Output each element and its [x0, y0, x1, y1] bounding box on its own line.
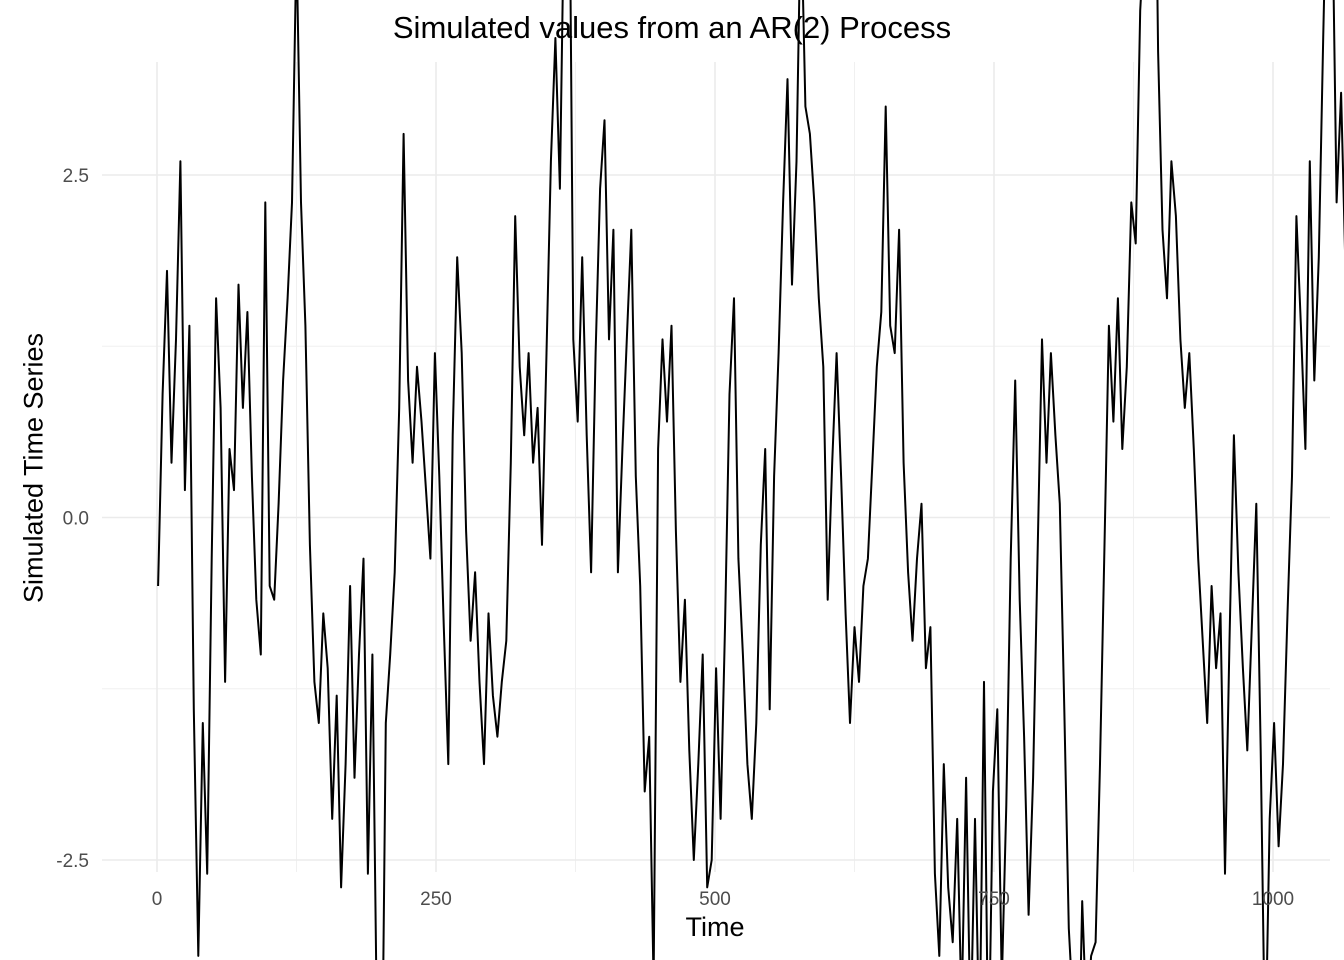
- minor-gridlines: [102, 62, 1330, 872]
- major-gridlines: [102, 62, 1330, 872]
- y-tick-label: 0.0: [63, 509, 89, 530]
- x-tick-label: 0: [152, 889, 163, 910]
- y-tick-label: -2.5: [56, 851, 89, 872]
- x-tick-label: 500: [699, 889, 731, 910]
- y-tick-labels: -5.0-2.50.02.55.0: [56, 166, 89, 872]
- x-tick-label: 1000: [1252, 889, 1294, 910]
- x-tick-label: 750: [978, 889, 1010, 910]
- y-axis-label: Simulated Time Series: [18, 332, 49, 604]
- series-layer: [157, 0, 1344, 960]
- y-tick-label: 2.5: [63, 166, 89, 187]
- chart-title: Simulated values from an AR(2) Process: [392, 10, 952, 45]
- x-tick-labels: 0 250 500 750 1000: [152, 889, 1294, 910]
- x-tick-label: 250: [420, 889, 452, 910]
- x-axis-label: Time: [685, 912, 745, 942]
- series-line: [157, 0, 1344, 960]
